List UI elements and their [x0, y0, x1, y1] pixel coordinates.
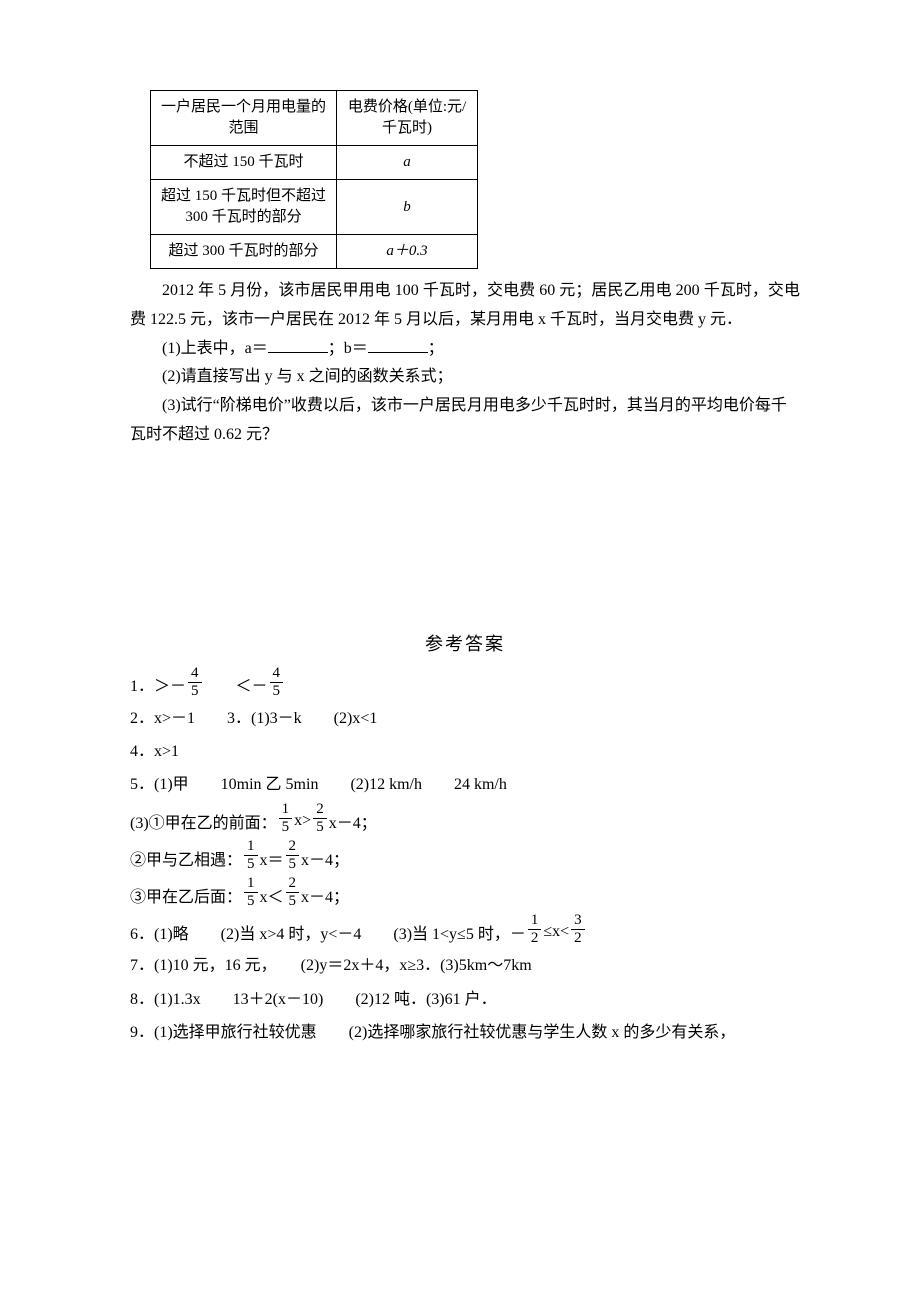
frac-num: 1 [244, 839, 258, 856]
frac-den: 5 [286, 856, 300, 872]
frac-num: 2 [286, 876, 300, 893]
a1-pre: 1．＞－ [130, 672, 186, 696]
fraction-2-5: 2 5 [286, 876, 300, 909]
frac-num: 1 [279, 802, 293, 819]
frac-num: 3 [571, 913, 585, 930]
answer-4: 4．x>1 [130, 738, 800, 765]
cmp: x＝ [260, 846, 284, 870]
a5-3-1-pre: (3)①甲在乙的前面： [130, 809, 277, 833]
frac-den: 5 [270, 683, 284, 699]
problem-q1: (1)上表中，a＝ ；b＝ ； [130, 335, 800, 364]
frac-den: 5 [313, 819, 327, 835]
table-row: 不超过 150 千瓦时 a [151, 146, 478, 180]
fraction-1-5: 1 5 [279, 802, 293, 835]
frac-den: 2 [571, 930, 585, 946]
answer-6: 6．(1)略 (2)当 x>4 时，y<－4 (3)当 1<y≤5 时，－ 1 … [130, 915, 800, 948]
frac-num: 2 [286, 839, 300, 856]
frac-den: 5 [188, 683, 202, 699]
answer-8: 8．(1)1.3x 13＋2(x－10) (2)12 吨．(3)61 户． [130, 986, 800, 1013]
q1-pre: (1)上表中，a＝ [162, 340, 268, 357]
fraction-4-5: 4 5 [188, 666, 202, 699]
problem-q3: (3)试行“阶梯电价”收费以后，该市一户居民月用电多少千瓦时时，其当月的平均电价… [130, 392, 800, 450]
fraction-2-5: 2 5 [286, 839, 300, 872]
q1-suf: ； [428, 340, 444, 357]
table-header-left: 一户居民一个月用电量的范围 [151, 91, 337, 146]
table-row: 超过 150 千瓦时但不超过 300 千瓦时的部分 b [151, 180, 478, 235]
frac-num: 1 [244, 876, 258, 893]
table-row: 超过 300 千瓦时的部分 a＋0.3 [151, 235, 478, 269]
answers-title: 参考答案 [130, 630, 800, 656]
table-cell-price: b [337, 180, 478, 235]
q1-mid: ；b＝ [328, 340, 368, 357]
table-cell-range: 不超过 150 千瓦时 [151, 146, 337, 180]
answer-7: 7．(1)10 元，16 元， (2)y＝2x＋4，x≥3．(3)5km～7km [130, 952, 800, 979]
answer-2-3: 2．x>－1 3．(1)3－k (2)x<1 [130, 705, 800, 732]
a5-3-3-pre: ③甲在乙后面： [130, 883, 242, 907]
blank-a [268, 336, 328, 353]
expr-tail: x－4； [301, 846, 349, 870]
table-cell-range: 超过 150 千瓦时但不超过 300 千瓦时的部分 [151, 180, 337, 235]
table-cell-price: a [337, 146, 478, 180]
table-header-right: 电费价格(单位:元/千瓦时) [337, 91, 478, 146]
fraction-1-5: 1 5 [244, 839, 258, 872]
frac-num: 4 [188, 666, 202, 683]
fraction-1-2: 1 2 [528, 913, 542, 946]
a5-3-2-pre: ②甲与乙相遇： [130, 846, 242, 870]
frac-den: 5 [244, 856, 258, 872]
answer-5-3-2: ②甲与乙相遇： 1 5 x＝ 2 5 x－4； [130, 841, 800, 874]
frac-den: 2 [528, 930, 542, 946]
frac-num: 2 [313, 802, 327, 819]
fraction-1-5: 1 5 [244, 876, 258, 909]
table-cell-price: a＋0.3 [337, 235, 478, 269]
frac-num: 4 [270, 666, 284, 683]
page-root: 一户居民一个月用电量的范围 电费价格(单位:元/千瓦时) 不超过 150 千瓦时… [0, 0, 920, 1112]
answer-5-3-1: (3)①甲在乙的前面： 1 5 x> 2 5 x－4； [130, 804, 800, 837]
fraction-4-5: 4 5 [270, 666, 284, 699]
answer-5-3-3: ③甲在乙后面： 1 5 x＜ 2 5 x－4； [130, 878, 800, 911]
table-cell-range: 超过 300 千瓦时的部分 [151, 235, 337, 269]
fraction-2-5: 2 5 [313, 802, 327, 835]
answer-9: 9．(1)选择甲旅行社较优惠 (2)选择哪家旅行社较优惠与学生人数 x 的多少有… [130, 1019, 800, 1046]
problem-intro: 2012 年 5 月份，该市居民甲用电 100 千瓦时，交电费 60 元；居民乙… [130, 277, 800, 335]
cmp: x＜ [260, 883, 284, 907]
fraction-3-2: 3 2 [571, 913, 585, 946]
a6-pre: 6．(1)略 (2)当 x>4 时，y<－4 (3)当 1<y≤5 时，－ [130, 920, 526, 944]
price-table: 一户居民一个月用电量的范围 电费价格(单位:元/千瓦时) 不超过 150 千瓦时… [150, 90, 478, 269]
table-row: 一户居民一个月用电量的范围 电费价格(单位:元/千瓦时) [151, 91, 478, 146]
answer-5: 5．(1)甲 10min 乙 5min (2)12 km/h 24 km/h [130, 771, 800, 798]
problem-q2: (2)请直接写出 y 与 x 之间的函数关系式； [130, 363, 800, 392]
frac-den: 5 [279, 819, 293, 835]
cmp: x> [294, 812, 311, 830]
frac-den: 5 [286, 893, 300, 909]
expr-tail: x－4； [301, 883, 349, 907]
expr-tail: x－4； [329, 809, 377, 833]
blank-b [368, 336, 428, 353]
frac-den: 5 [244, 893, 258, 909]
a6-mid: ≤x< [543, 923, 569, 941]
frac-num: 1 [528, 913, 542, 930]
answer-1: 1．＞－ 4 5 ＜－ 4 5 [130, 668, 800, 701]
a1-mid: ＜－ [204, 672, 268, 696]
